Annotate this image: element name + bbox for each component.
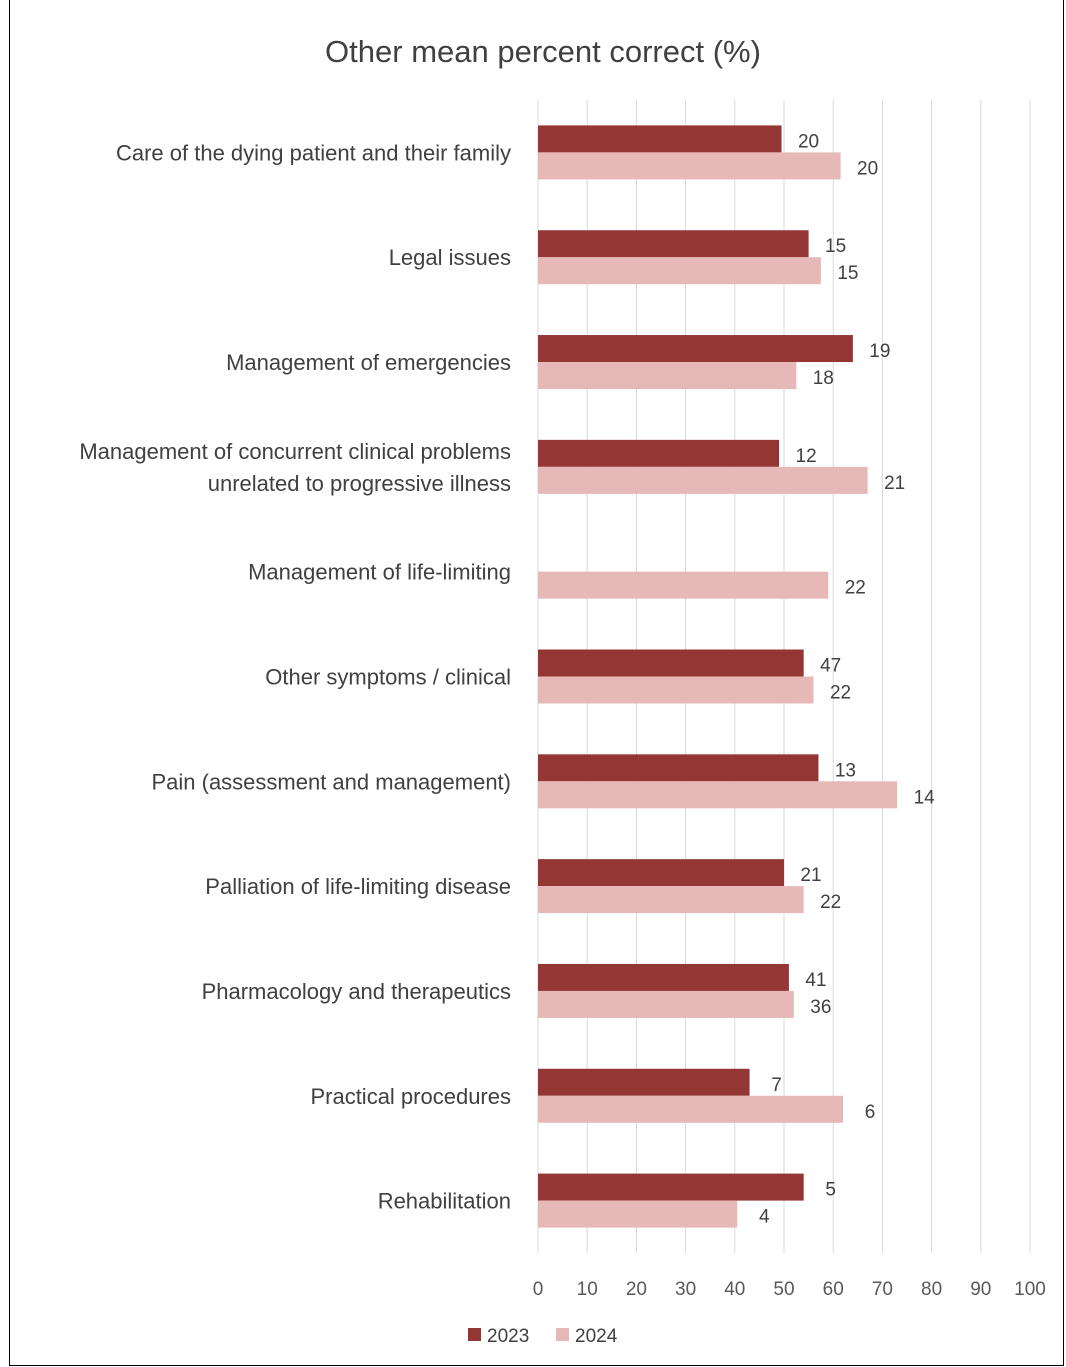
x-tick-label: 20 xyxy=(626,1279,647,1300)
data-label: 41 xyxy=(805,970,826,991)
bar-2023 xyxy=(538,125,782,153)
bar-2024 xyxy=(538,676,814,704)
bar-2024 xyxy=(538,257,821,285)
data-label: 14 xyxy=(914,787,936,808)
bar-2023 xyxy=(538,1173,804,1201)
legend-swatch-2023 xyxy=(468,1328,481,1341)
data-label: 7 xyxy=(771,1075,782,1096)
data-label: 22 xyxy=(845,578,866,599)
data-label: 15 xyxy=(825,236,846,257)
x-tick-label: 10 xyxy=(577,1279,598,1300)
legend-swatch-2024 xyxy=(556,1328,569,1341)
data-label: 22 xyxy=(820,892,841,913)
bar-2023 xyxy=(538,963,789,991)
category-label: Management of emergencies xyxy=(226,350,511,375)
bar-2023 xyxy=(538,335,853,363)
data-label: 21 xyxy=(884,473,905,494)
bar-2024 xyxy=(538,1200,738,1228)
data-label: 21 xyxy=(800,865,821,886)
data-label: 15 xyxy=(837,263,858,284)
category-label: Rehabilitation xyxy=(378,1189,511,1214)
bar-2024 xyxy=(538,886,804,914)
data-label: 47 xyxy=(820,656,841,677)
data-label: 4 xyxy=(759,1207,770,1228)
data-label: 6 xyxy=(865,1102,876,1123)
data-label: 12 xyxy=(796,446,817,467)
bar-2023 xyxy=(538,649,804,677)
category-label: Management of life-limiting xyxy=(248,560,511,585)
bar-2024 xyxy=(538,1095,844,1123)
data-label: 20 xyxy=(798,131,819,152)
bar-2023 xyxy=(538,859,784,887)
category-label: Care of the dying patient and their fami… xyxy=(116,140,511,165)
x-tick-label: 40 xyxy=(724,1279,745,1300)
legend-label: 2024 xyxy=(575,1326,618,1347)
x-tick-label: 80 xyxy=(921,1279,942,1300)
data-label: 18 xyxy=(813,368,834,389)
x-tick-label: 90 xyxy=(970,1279,991,1300)
category-label: Palliation of life-limiting disease xyxy=(205,874,511,899)
chart-title: Other mean percent correct (%) xyxy=(325,34,761,69)
x-tick-label: 30 xyxy=(675,1279,696,1300)
x-tick-label: 100 xyxy=(1014,1279,1046,1300)
bar-2024 xyxy=(538,152,841,180)
bar-2023 xyxy=(538,754,819,782)
bar-2024 xyxy=(538,362,797,390)
x-tick-label: 0 xyxy=(533,1279,544,1300)
category-label: Management of concurrent clinical proble… xyxy=(79,439,511,464)
bar-2024 xyxy=(538,571,829,599)
category-label: Pharmacology and therapeutics xyxy=(202,979,511,1004)
category-label: Pain (assessment and management) xyxy=(151,769,511,794)
chart-frame xyxy=(9,0,1064,1366)
bar-2024 xyxy=(538,781,898,809)
data-label: 20 xyxy=(857,158,878,179)
data-label: 13 xyxy=(835,760,856,781)
x-tick-label: 50 xyxy=(773,1279,794,1300)
bar-2024 xyxy=(538,990,794,1018)
category-label: Legal issues xyxy=(389,245,511,270)
category-label: unrelated to progressive illness xyxy=(208,471,511,496)
x-tick-label: 70 xyxy=(872,1279,893,1300)
category-label: Other symptoms / clinical xyxy=(265,665,511,690)
bar-2023 xyxy=(538,1068,750,1096)
bar-2023 xyxy=(538,439,780,467)
data-label: 22 xyxy=(830,683,851,704)
data-label: 19 xyxy=(869,341,890,362)
data-label: 36 xyxy=(810,997,831,1018)
bar-2023 xyxy=(538,230,809,258)
data-label: 5 xyxy=(825,1180,836,1201)
category-label: Practical procedures xyxy=(310,1084,511,1109)
x-tick-label: 60 xyxy=(823,1279,844,1300)
legend-label: 2023 xyxy=(487,1326,529,1347)
bar-2024 xyxy=(538,466,868,494)
